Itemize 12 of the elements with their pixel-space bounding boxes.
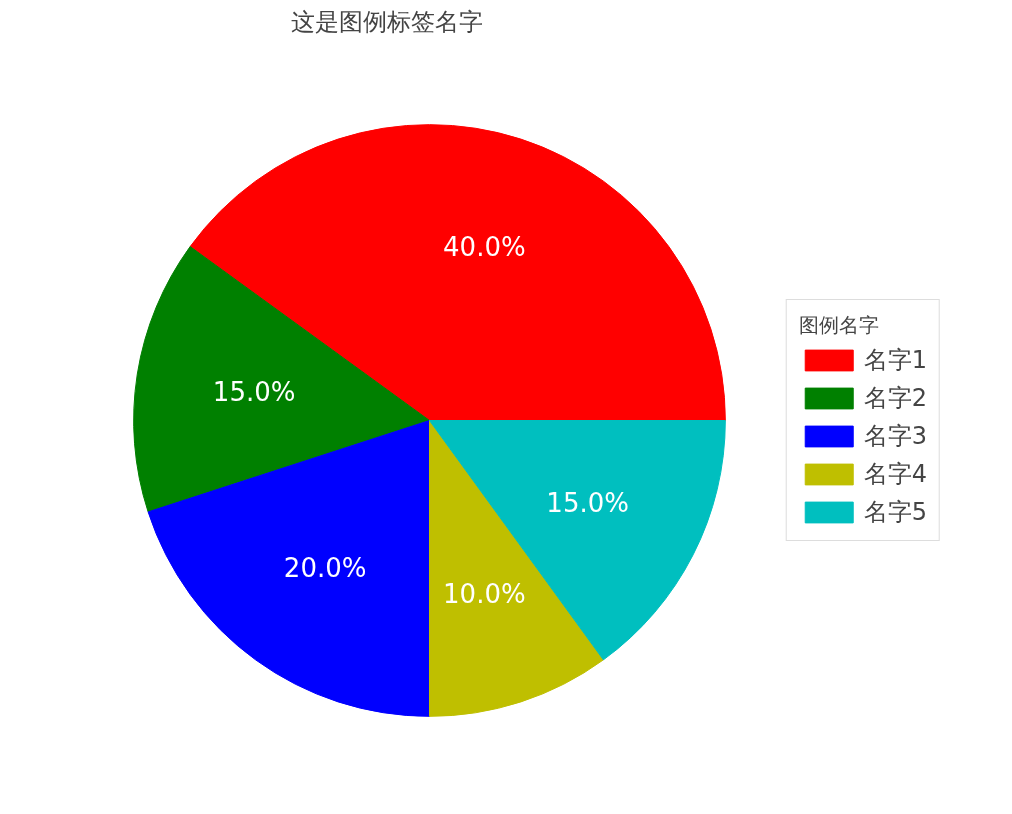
legend-title: 图例名字 xyxy=(798,312,880,339)
data-label: 20.0% xyxy=(283,553,367,584)
data-label: 15.0% xyxy=(212,376,296,407)
data-label: 15.0% xyxy=(546,488,629,519)
legend-label: 名字1 xyxy=(863,345,927,376)
data-label: 10.0% xyxy=(443,578,526,609)
legend-label: 名字3 xyxy=(863,421,927,452)
data-label: 40.0% xyxy=(443,232,526,263)
legend-label: 名字2 xyxy=(863,383,927,414)
legend-label: 名字4 xyxy=(863,459,927,490)
chart-title: 这是图例标签名字 xyxy=(290,7,483,36)
legend-label: 名字5 xyxy=(863,497,927,528)
